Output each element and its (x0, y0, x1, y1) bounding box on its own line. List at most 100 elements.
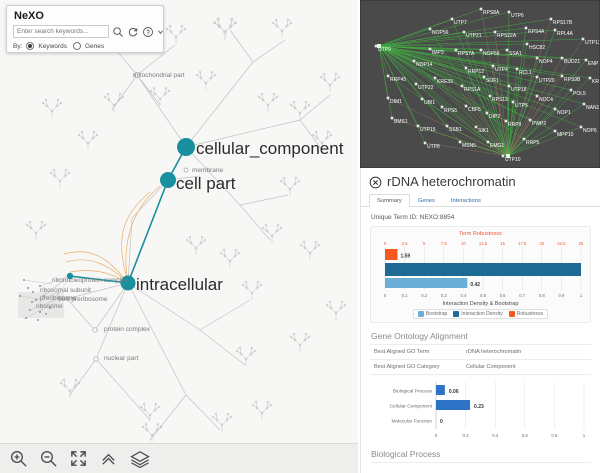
network-node[interactable] (504, 119, 508, 123)
network-node[interactable] (569, 88, 573, 92)
chart-bar[interactable] (385, 263, 581, 276)
ontology-tree-graphic[interactable]: cellular_component cell part intracellul… (0, 0, 358, 473)
network-node[interactable] (464, 104, 468, 108)
network-node[interactable] (454, 48, 458, 52)
network-node[interactable] (507, 84, 511, 88)
network-node[interactable] (582, 102, 586, 106)
chart-bar[interactable] (385, 278, 468, 288)
network-node[interactable] (479, 48, 483, 52)
network-node[interactable] (416, 124, 420, 128)
network-node[interactable] (428, 27, 432, 31)
network-node[interactable] (433, 76, 437, 80)
network-node[interactable] (474, 125, 478, 129)
close-icon[interactable] (369, 176, 382, 189)
go-similarity-chart[interactable]: 0.06 0.23 0 Biological Process Cellular Com… (370, 379, 592, 441)
network-node[interactable] (423, 141, 427, 145)
help-icon[interactable] (142, 26, 154, 38)
network-node[interactable] (428, 47, 432, 51)
network-node[interactable] (581, 37, 585, 41)
network-node[interactable] (460, 84, 464, 88)
network-graphic[interactable]: RPS8A UTP6 UTP7 RPS17B NOP56 UTP21 RPS22A RPS4A… (361, 1, 600, 168)
go-chart-tick: 0 (435, 433, 438, 438)
tab-genes[interactable]: Genes (417, 198, 435, 204)
chart-bar[interactable] (385, 249, 398, 260)
tree-node-ribonucleoprotein-complex[interactable] (66, 272, 74, 280)
network-node[interactable] (515, 67, 519, 71)
go-chart-tick: 0.4 (492, 433, 499, 438)
network-node[interactable] (386, 74, 390, 78)
tree-node-intracellular[interactable] (120, 275, 136, 291)
network-node[interactable] (501, 154, 505, 158)
network-node[interactable] (584, 58, 588, 62)
network-node[interactable] (588, 76, 592, 80)
go-chart-bar[interactable] (436, 400, 471, 410)
tab-interactions[interactable]: Interactions (450, 198, 481, 204)
fit-screen-icon[interactable] (69, 449, 88, 468)
network-node[interactable] (440, 105, 444, 109)
network-node[interactable] (560, 74, 564, 78)
gene-interaction-network[interactable]: RPS8A UTP6 UTP7 RPS17B NOP56 UTP21 RPS22A RPS4A… (360, 0, 600, 168)
network-node[interactable] (553, 28, 557, 32)
network-node[interactable] (462, 30, 466, 34)
network-node[interactable] (390, 116, 394, 120)
network-node[interactable] (549, 17, 553, 21)
network-node-label: UTP10 (505, 157, 521, 163)
network-node[interactable] (524, 26, 528, 30)
network-hub-node[interactable] (377, 44, 381, 48)
network-node[interactable] (445, 124, 449, 128)
go-category-value: Cellular Component (466, 364, 516, 370)
refresh-icon[interactable] (127, 26, 139, 38)
network-node[interactable] (374, 44, 378, 48)
network-node[interactable] (525, 42, 529, 46)
search-input[interactable] (13, 25, 109, 38)
network-node[interactable] (486, 140, 490, 144)
network-node[interactable] (491, 64, 495, 68)
search-icon[interactable] (112, 26, 124, 38)
network-node[interactable] (505, 48, 509, 52)
tree-node-cellular-component[interactable] (177, 138, 195, 156)
chevron-down-icon[interactable] (157, 26, 164, 38)
search-panel[interactable]: NeXO (6, 5, 164, 53)
layers-icon[interactable] (129, 449, 151, 468)
radio-genes[interactable] (72, 42, 81, 50)
tab-summary[interactable]: Summary (369, 194, 410, 207)
network-node[interactable] (560, 56, 564, 60)
robustness-chart[interactable]: 0 2.5 5 7.5 10 12.5 15 17.5 20 22.5 25 1.59 0.42 0 0… (375, 238, 589, 300)
term-info-panel[interactable]: rDNA heterochromatin Summary Genes Inter… (360, 168, 600, 473)
network-node[interactable] (488, 94, 492, 98)
network-node[interactable] (535, 56, 539, 60)
network-node[interactable] (553, 107, 557, 111)
network-node[interactable] (479, 7, 483, 11)
network-node[interactable] (450, 17, 454, 21)
network-node[interactable] (482, 75, 486, 79)
network-node[interactable] (464, 66, 468, 70)
radio-keywords[interactable] (26, 42, 35, 50)
tree-node-cell-part[interactable] (160, 172, 176, 188)
go-chart-bar[interactable] (436, 385, 445, 395)
network-node[interactable] (553, 129, 557, 133)
network-node[interactable] (535, 94, 539, 98)
chart-top-tick: 5 (423, 241, 426, 246)
network-node[interactable] (420, 97, 424, 101)
network-node[interactable] (528, 118, 532, 122)
network-node[interactable] (412, 59, 416, 63)
zoom-out-icon[interactable] (39, 449, 58, 468)
network-node[interactable] (493, 30, 497, 34)
network-node[interactable] (485, 111, 489, 115)
network-node-label: PWP2 (532, 121, 546, 127)
network-node[interactable] (522, 137, 526, 141)
network-node-label: BMS1 (394, 119, 408, 125)
network-node[interactable] (507, 10, 511, 14)
zoom-in-icon[interactable] (9, 449, 28, 468)
ontology-tree-panel[interactable]: cellular_component cell part intracellul… (0, 0, 358, 473)
network-node[interactable] (535, 75, 539, 79)
network-node[interactable] (579, 125, 583, 129)
network-node[interactable] (414, 82, 418, 86)
network-node[interactable] (511, 100, 515, 104)
network-hub-node[interactable] (506, 154, 510, 158)
network-node-label: KRE33 (437, 79, 453, 85)
go-alignment-table: Best Aligned GO Term rDNA heterochromati… (370, 344, 591, 375)
network-node[interactable] (458, 140, 462, 144)
collapse-icon[interactable] (99, 449, 118, 468)
network-node[interactable] (386, 96, 390, 100)
